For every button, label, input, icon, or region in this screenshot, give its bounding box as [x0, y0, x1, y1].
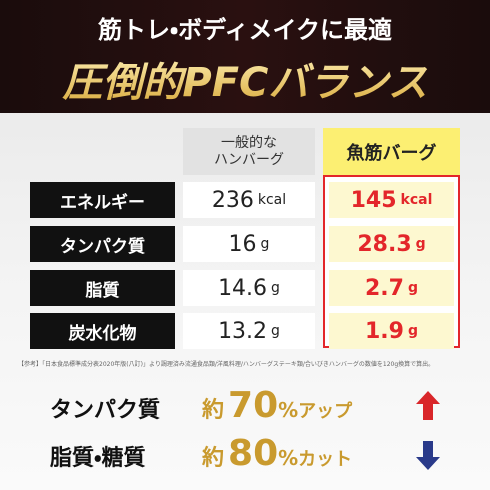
- column-header-line: 魚筋バーグ: [346, 142, 437, 164]
- header-line2: 圧倒的PFCバランス: [0, 50, 490, 108]
- value: 2.7: [364, 275, 404, 301]
- column-header-line: ハンバーグ: [214, 151, 284, 168]
- fish-cell: 1.9 g: [329, 313, 454, 349]
- header-line1: 筋トレ・ボディメイクに最適: [98, 16, 392, 44]
- summary-prefix: 約: [202, 398, 225, 423]
- summary-label: タンパク質: [50, 398, 161, 423]
- value: 1.9: [364, 318, 404, 344]
- unit: g: [271, 280, 280, 296]
- column-header-line: 一般的な: [221, 134, 277, 151]
- summary-row: タンパク質 約 70% アップ: [50, 385, 430, 426]
- unit: kcal: [400, 192, 433, 208]
- summary-prefix: 約: [202, 446, 225, 471]
- fish-cell: 2.7 g: [329, 270, 454, 306]
- value: 13.2: [218, 318, 268, 344]
- row-label: タンパク質: [30, 226, 175, 262]
- summary-suffix: アップ: [298, 401, 353, 422]
- value: 16: [228, 231, 257, 257]
- unit: g: [407, 323, 418, 339]
- unit: g: [271, 323, 280, 339]
- unit: g: [407, 280, 418, 296]
- normal-cell: 16 g: [183, 226, 315, 262]
- column-header: 魚筋バーグ: [323, 128, 460, 175]
- summary-unit: %: [278, 398, 299, 422]
- value: 145: [350, 187, 397, 213]
- value: 28.3: [357, 231, 412, 257]
- column-header: 一般的な ハンバーグ: [183, 128, 315, 175]
- summary-suffix: カット: [298, 449, 353, 470]
- fish-cell: 28.3 g: [329, 226, 454, 262]
- normal-cell: 14.6 g: [183, 270, 315, 306]
- row-label: 炭水化物: [30, 313, 175, 349]
- unit: kcal: [257, 192, 287, 208]
- summary-label: 脂質・糖質: [50, 446, 146, 471]
- normal-cell: 13.2 g: [183, 313, 315, 349]
- row-label: 脂質: [30, 270, 175, 306]
- value: 236: [211, 187, 254, 213]
- summary-value: 80: [228, 433, 279, 474]
- unit: g: [260, 236, 270, 252]
- summary-value: 70: [228, 385, 279, 426]
- summary-row: 脂質・糖質 約 80% カット: [50, 433, 430, 474]
- fish-cell: 145 kcal: [329, 182, 454, 218]
- unit: g: [415, 236, 426, 252]
- summary-unit: %: [278, 446, 299, 470]
- value: 14.6: [218, 275, 268, 301]
- normal-cell: 236 kcal: [183, 182, 315, 218]
- row-label: エネルギー: [30, 182, 175, 218]
- note: 【参考】「日本食品標準成分表2020年版(八訂)」より調理済み流通食品類/洋風料…: [18, 361, 435, 368]
- header: 筋トレ・ボディメイクに最適 圧倒的PFCバランス: [0, 0, 490, 113]
